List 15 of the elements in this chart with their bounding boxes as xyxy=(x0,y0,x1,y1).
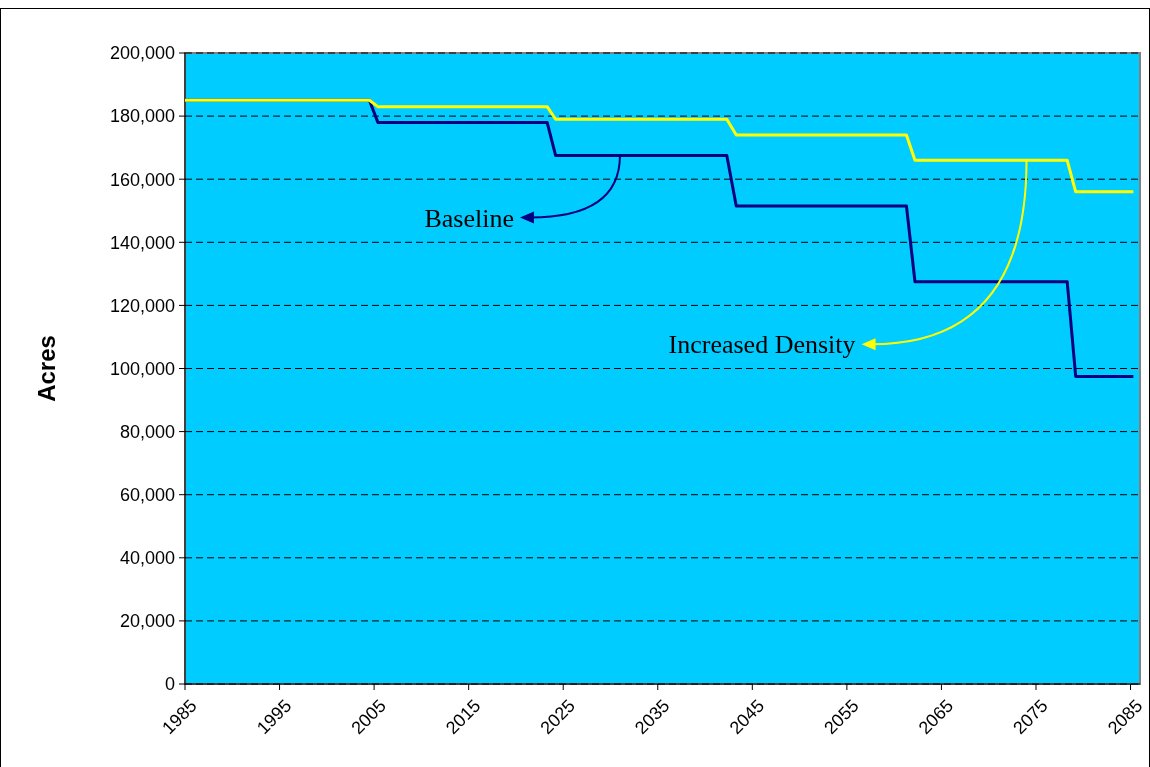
y-tick-label: 0 xyxy=(164,674,175,695)
y-tick-label: 120,000 xyxy=(109,295,175,316)
y-tick-label: 180,000 xyxy=(109,106,175,127)
y-tick-label: 160,000 xyxy=(109,169,175,190)
line-series xyxy=(183,98,1135,194)
y-tick-label: 40,000 xyxy=(119,548,175,569)
y-tick-label: 140,000 xyxy=(109,232,175,253)
annotation: Increased Density xyxy=(668,330,856,360)
y-tick-label: 20,000 xyxy=(119,611,175,632)
annotation: Baseline xyxy=(424,203,514,233)
y-tick-label: 80,000 xyxy=(119,421,175,442)
y-tick-label: 100,000 xyxy=(109,358,175,379)
y-axis-title: Acres xyxy=(33,335,60,402)
y-tick-label: 200,000 xyxy=(109,43,175,64)
y-tick-label: 60,000 xyxy=(119,485,175,505)
